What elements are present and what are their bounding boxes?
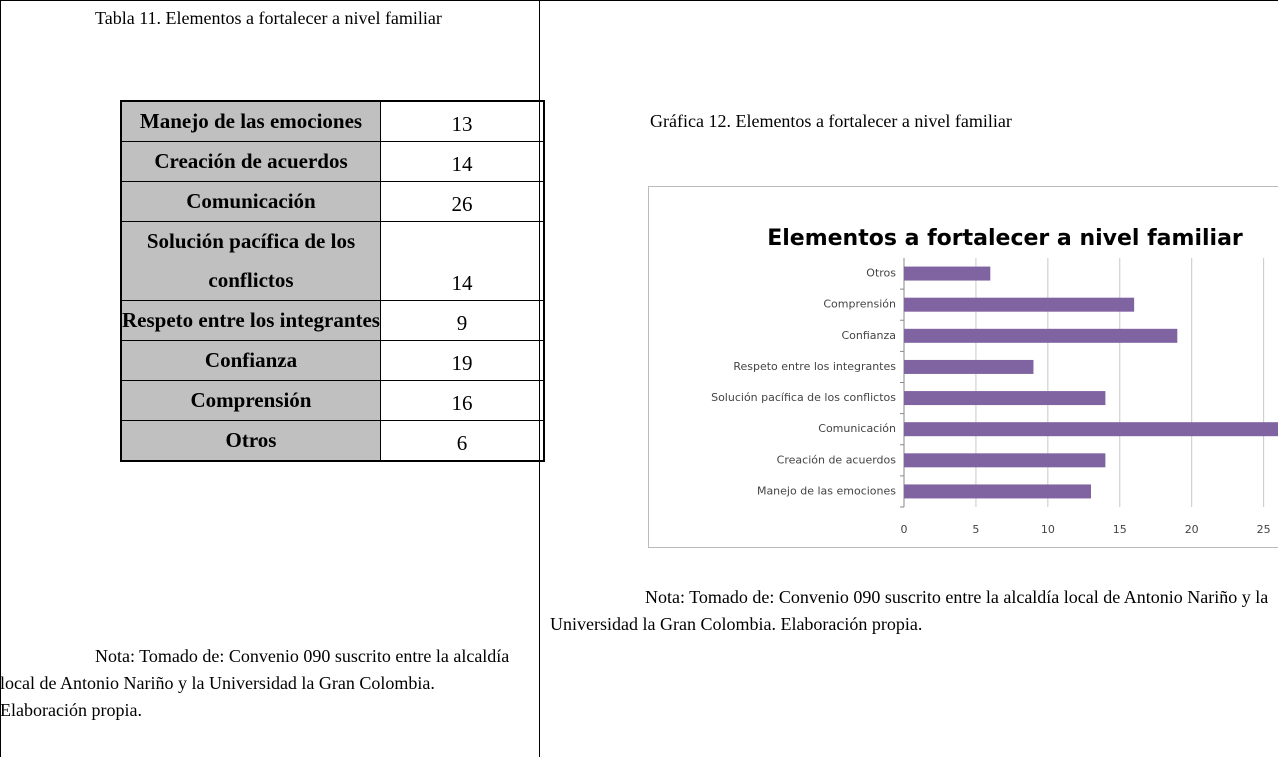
table-note: Nota: Tomado de: Convenio 090 suscrito e… [0,646,510,720]
row-label: Comprensión [120,380,381,421]
row-label: Solución pacífica de los conflictos [120,221,381,301]
x-tick-label: 0 [901,523,908,536]
row-value: 16 [380,380,545,421]
row-label: Respeto entre los integrantes [120,300,381,341]
bar [904,266,991,281]
table-row: Confianza 19 [120,340,545,381]
row-label: Comunicación [120,181,381,222]
bar [904,391,1106,406]
x-tick-label: 20 [1185,523,1199,536]
bar [904,359,1034,374]
y-tick-label: Comunicación [818,422,896,435]
chart: Elementos a fortalecer a nivel familiar … [711,226,1278,536]
table-row: Solución pacífica de los conflictos 14 [120,221,545,301]
y-tick-label: Otros [866,267,896,280]
x-tick-label: 15 [1113,523,1127,536]
chart-title: Elementos a fortalecer a nivel familiar [767,226,1243,251]
row-label: Creación de acuerdos [120,141,381,182]
bar [904,328,1178,343]
x-tick-label: 25 [1257,523,1271,536]
y-tick-label: Confianza [841,329,896,342]
bar [904,484,1091,499]
row-value: 19 [380,340,545,381]
y-tick-label: Solución pacífica de los conflictos [711,391,896,404]
x-tick-label: 10 [1041,523,1055,536]
chart-caption: Gráfica 12. Elementos a fortalecer a niv… [650,111,1012,131]
table-row: Comunicación 26 [120,181,545,222]
row-label: Otros [120,420,381,462]
y-tick-label: Manejo de las emociones [757,484,896,497]
table-row: Manejo de las emociones 13 [120,100,545,142]
row-value: 14 [380,221,545,301]
bar [904,422,1278,437]
table-row: Comprensión 16 [120,380,545,421]
row-label: Confianza [120,340,381,381]
row-label: Manejo de las emociones [120,100,381,142]
row-value: 13 [380,100,545,142]
row-value: 14 [380,141,545,182]
chart-note: Nota: Tomado de: Convenio 090 suscrito e… [550,587,1269,634]
bar [904,453,1106,468]
row-value: 6 [380,420,545,462]
y-tick-label: Comprensión [823,298,896,311]
row-value: 9 [380,300,545,341]
table-row: Otros 6 [120,420,545,462]
data-table: Manejo de las emociones 13 Creación de acu… [120,100,545,462]
table-row: Respeto entre los integrantes 9 [120,300,545,341]
row-value: 26 [380,181,545,222]
table-caption: Tabla 11. Elementos a fortalecer a nivel… [95,8,442,28]
table-row: Creación de acuerdos 14 [120,141,545,182]
chart-frame [648,186,1278,548]
y-tick-label: Respeto entre los integrantes [733,360,896,373]
y-tick-label: Creación de acuerdos [777,453,897,466]
bar [904,297,1135,312]
x-tick-label: 5 [972,523,979,536]
